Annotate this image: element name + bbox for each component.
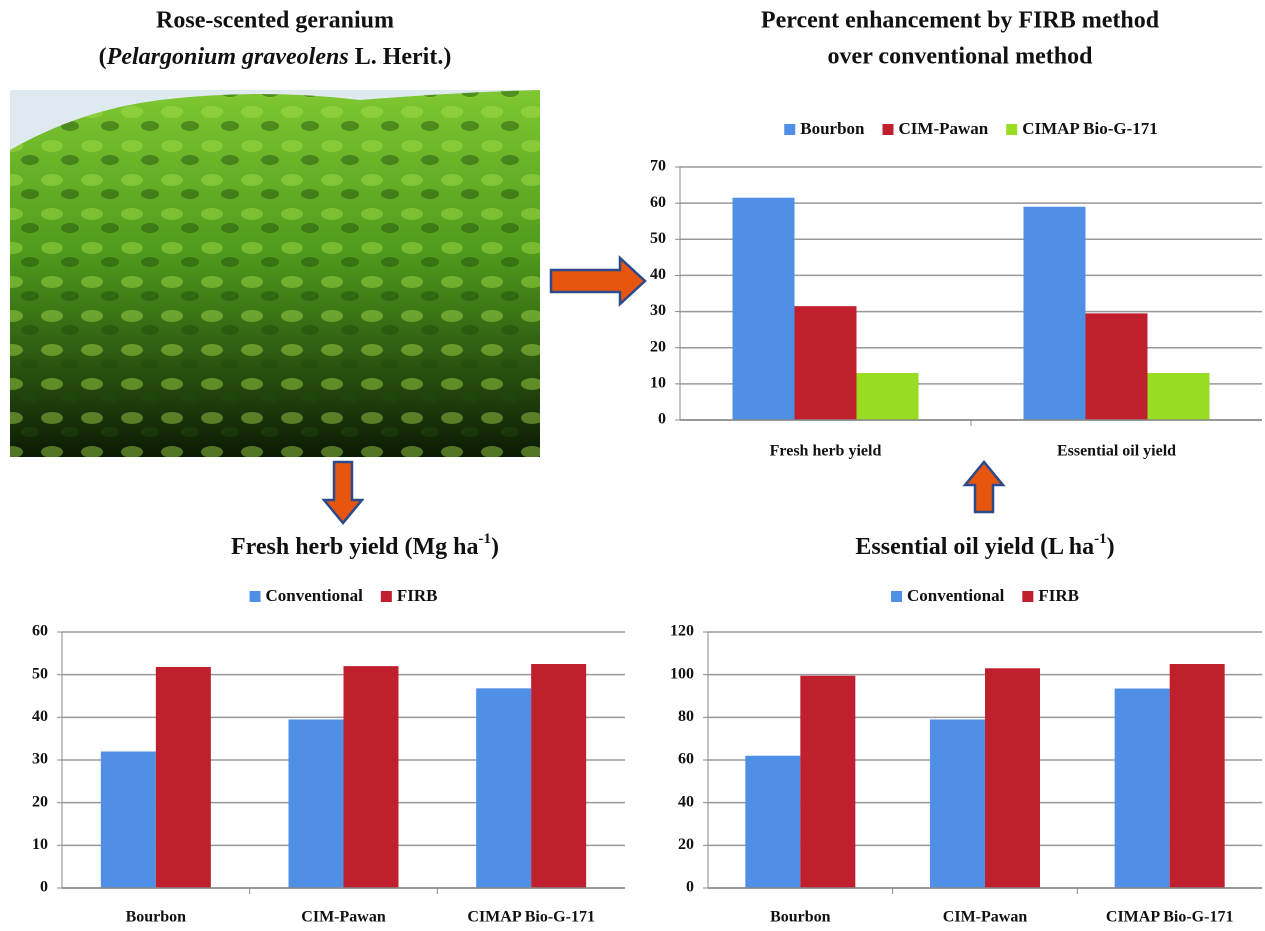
title-text: Fresh herb yield (Mg ha — [231, 534, 479, 560]
bar — [733, 198, 795, 420]
legend-swatch — [1022, 591, 1033, 602]
y-tick-label: 50 — [650, 230, 666, 247]
y-tick-label: 70 — [650, 158, 666, 175]
x-tick-label: Essential oil yield — [1057, 443, 1176, 460]
title-end: ) — [491, 534, 499, 560]
chart-title: Fresh herb yield (Mg ha-1) — [231, 531, 499, 559]
bar — [1115, 689, 1170, 888]
legend-swatch — [250, 591, 261, 602]
y-tick-label: 20 — [678, 836, 694, 853]
bar — [985, 668, 1040, 888]
y-tick-label: 10 — [32, 836, 48, 853]
legend-label: FIRB — [397, 586, 438, 605]
legend-label: Bourbon — [800, 119, 865, 138]
y-tick-label: 10 — [650, 375, 666, 392]
y-tick-label: 60 — [32, 623, 48, 640]
y-tick-label: 80 — [678, 708, 694, 725]
bar — [156, 667, 211, 888]
bar — [1148, 373, 1210, 420]
legend-swatch — [784, 124, 795, 135]
subtitle-italic: Pelargonium graveolens — [106, 44, 349, 70]
legend-swatch — [891, 591, 902, 602]
title-text: Essential oil yield (L ha — [855, 534, 1094, 560]
y-tick-label: 0 — [658, 411, 666, 428]
chart-title: over conventional method — [828, 44, 1094, 70]
chart-title: Essential oil yield (L ha-1) — [855, 531, 1114, 559]
bar — [344, 666, 399, 888]
x-tick-label: Bourbon — [770, 909, 831, 926]
bar — [745, 756, 800, 888]
y-tick-label: 30 — [650, 302, 666, 319]
legend-label: CIM-Pawan — [899, 119, 989, 138]
x-tick-label: CIMAP Bio-G-171 — [467, 909, 595, 926]
legend-swatch — [883, 124, 894, 135]
title-end: ) — [1107, 534, 1115, 560]
bar — [531, 664, 586, 888]
y-tick-label: 50 — [32, 665, 48, 682]
legend-swatch — [1006, 124, 1017, 135]
legend-label: FIRB — [1038, 586, 1079, 605]
y-tick-label: 60 — [678, 751, 694, 768]
y-tick-label: 60 — [650, 194, 666, 211]
chart-title: Percent enhancement by FIRB method — [761, 8, 1160, 34]
photo — [10, 90, 540, 457]
bar — [800, 676, 855, 888]
bar — [930, 719, 985, 888]
x-tick-label: CIM-Pawan — [943, 909, 1028, 926]
x-tick-label: CIMAP Bio-G-171 — [1106, 909, 1234, 926]
x-tick-label: Fresh herb yield — [770, 443, 882, 460]
subtitle-open: ( — [99, 44, 107, 70]
x-tick-label: CIM-Pawan — [301, 909, 386, 926]
photo-subtitle: (Pelargonium graveolens L. Herit.) — [99, 44, 452, 70]
bar — [1086, 313, 1148, 420]
arrow-up — [965, 462, 1003, 512]
bar — [289, 719, 344, 888]
y-tick-label: 40 — [32, 708, 48, 725]
x-tick-label: Bourbon — [126, 909, 187, 926]
legend-label: CIMAP Bio-G-171 — [1022, 119, 1158, 138]
y-tick-label: 0 — [686, 879, 694, 896]
arrow-right — [551, 258, 645, 304]
legend-label: Conventional — [907, 586, 1005, 605]
y-tick-label: 100 — [670, 665, 694, 682]
legend-swatch — [381, 591, 392, 602]
bar — [1024, 207, 1086, 420]
y-tick-label: 30 — [32, 751, 48, 768]
y-tick-label: 20 — [650, 338, 666, 355]
bar — [101, 751, 156, 888]
photo-title: Rose-scented geranium — [156, 8, 394, 34]
subtitle-rest: L. Herit.) — [349, 44, 452, 70]
bar — [857, 373, 919, 420]
y-tick-label: 120 — [670, 623, 694, 640]
photo-leaves — [10, 90, 540, 457]
figure: Rose-scented geranium (Pelargonium grave… — [0, 0, 1265, 931]
y-tick-label: 40 — [678, 793, 694, 810]
bar — [795, 306, 857, 420]
arrow-down — [324, 462, 362, 523]
y-tick-label: 40 — [650, 266, 666, 283]
title-superscript: -1 — [479, 531, 492, 547]
legend-label: Conventional — [266, 586, 364, 605]
y-tick-label: 0 — [40, 879, 48, 896]
bar — [476, 688, 531, 888]
y-tick-label: 20 — [32, 793, 48, 810]
title-superscript: -1 — [1094, 531, 1107, 547]
bar — [1170, 664, 1225, 888]
